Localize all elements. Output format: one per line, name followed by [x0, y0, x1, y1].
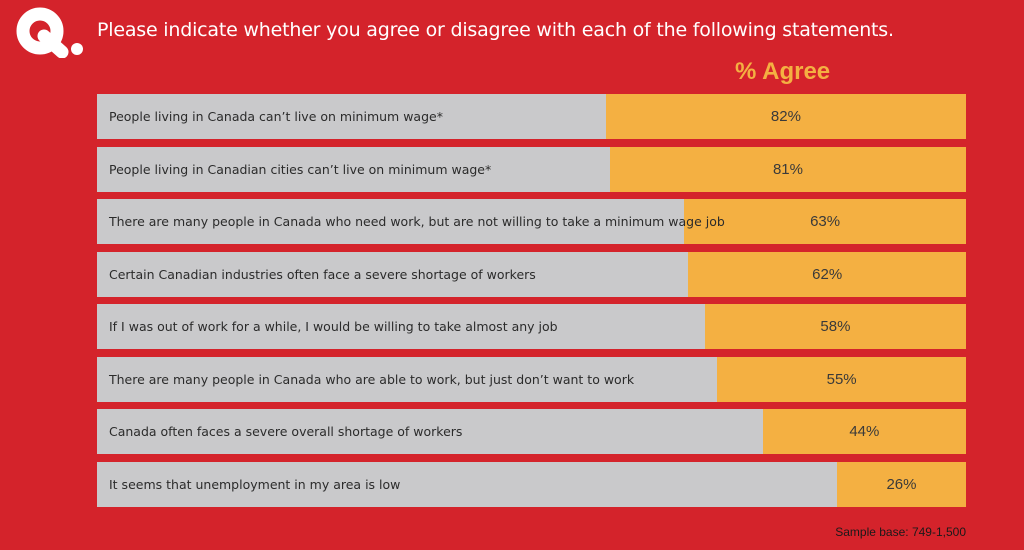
agree-bar: [762, 409, 966, 454]
statement-row: There are many people in Canada who need…: [97, 199, 966, 244]
agree-bar: [836, 461, 966, 507]
agree-value-label: 82%: [770, 108, 801, 125]
agree-value-label: 58%: [820, 318, 851, 335]
agree-bar: [609, 146, 966, 192]
agree-value-label: 62%: [812, 265, 843, 283]
agree-bar-chart: People living in Canada can’t live on mi…: [97, 94, 966, 514]
statement-row: It seems that unemployment in my area is…: [97, 461, 966, 507]
agree-column-header: % Agree: [735, 58, 831, 85]
statement-row: People living in Canadian cities can’t l…: [97, 146, 966, 192]
statement-label: People living in Canada can’t live on mi…: [109, 109, 443, 124]
agree-value-label: 63%: [810, 213, 841, 230]
q-logo-icon: [16, 7, 83, 58]
sample-base-note: Sample base: 749-1,500: [835, 525, 966, 539]
statement-label: If I was out of work for a while, I woul…: [109, 319, 558, 334]
statement-row: Canada often faces a severe overall shor…: [97, 409, 966, 454]
statement-row: Certain Canadian industries often face a…: [97, 251, 966, 297]
agree-bar: [717, 356, 966, 402]
agree-bar: [688, 251, 966, 297]
statement-label: Certain Canadian industries often face a…: [109, 266, 536, 282]
agree-value-label: 26%: [886, 475, 917, 493]
statement-label: Canada often faces a severe overall shor…: [109, 424, 463, 439]
agree-bar: [605, 94, 966, 139]
statement-label: It seems that unemployment in my area is…: [109, 476, 401, 492]
agree-value-label: 44%: [849, 423, 880, 440]
statement-row: If I was out of work for a while, I woul…: [97, 304, 966, 349]
statement-row: People living in Canada can’t live on mi…: [97, 94, 966, 139]
statement-label: There are many people in Canada who need…: [109, 214, 725, 229]
agree-value-label: 55%: [826, 370, 857, 388]
agree-bar: [684, 199, 966, 244]
statement-row: There are many people in Canada who are …: [97, 356, 966, 402]
statement-label: People living in Canadian cities can’t l…: [109, 161, 492, 177]
agree-bar: [704, 304, 966, 349]
question-title: Please indicate whether you agree or dis…: [97, 19, 894, 41]
statement-label: There are many people in Canada who are …: [109, 371, 635, 387]
agree-value-label: 81%: [772, 160, 803, 178]
